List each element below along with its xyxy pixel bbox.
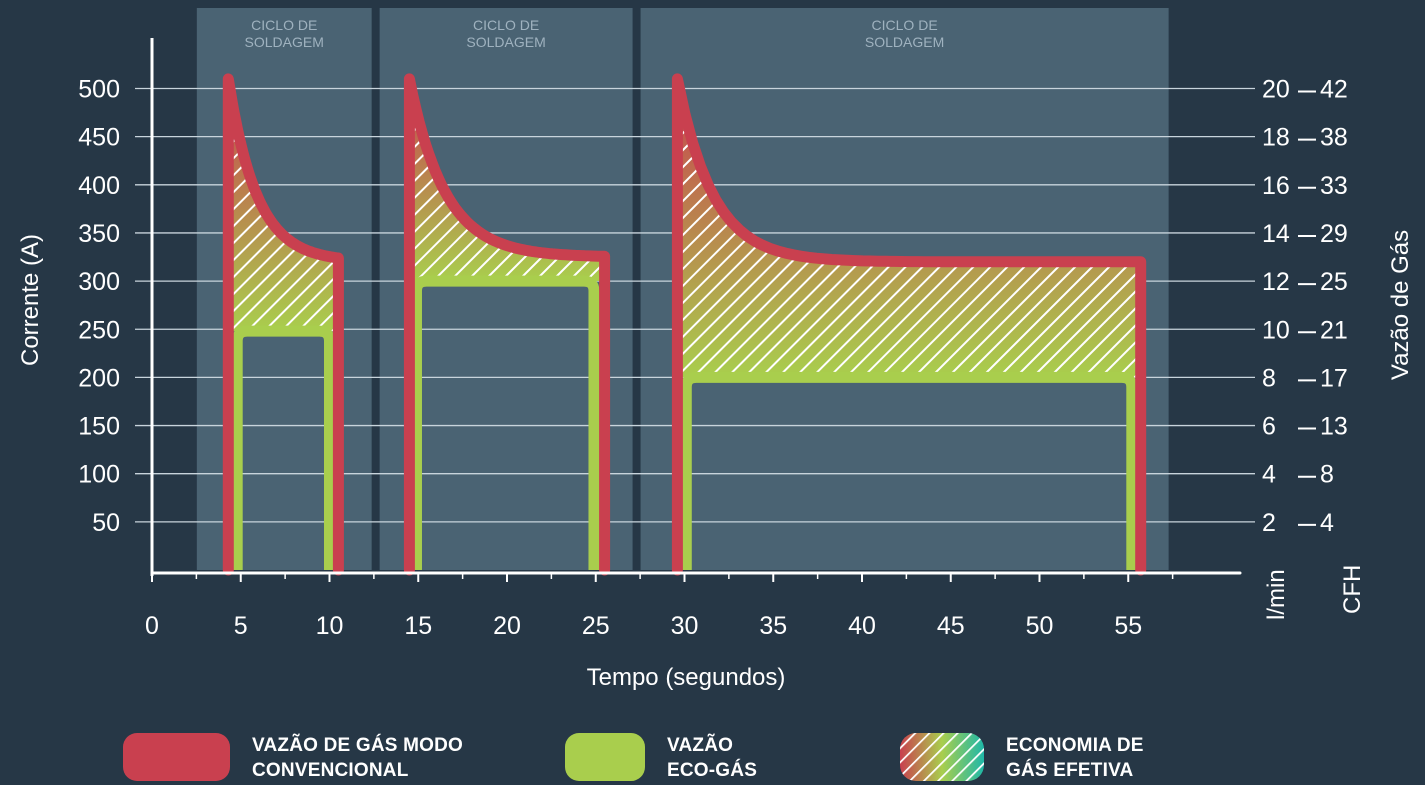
right-cfh-label: 8 (1320, 461, 1334, 489)
y-tick-label: 250 (78, 316, 120, 344)
y-tick-label: 350 (78, 220, 120, 248)
x-axis-title: Tempo (segundos) (587, 664, 786, 691)
y-tick-label: 50 (92, 509, 120, 537)
legend-label-eco-gas: VAZÃO ECO-GÁS (667, 735, 758, 781)
y-tick-label: 200 (78, 364, 120, 392)
right-cfh-label: 4 (1320, 509, 1334, 537)
right-cfh-label: 13 (1320, 413, 1348, 441)
y-tick-label: 150 (78, 413, 120, 441)
x-tick-label: 55 (1114, 612, 1142, 640)
right-lmin-label: 14 (1262, 220, 1290, 248)
x-tick-label: 5 (234, 612, 248, 640)
y-tick-label: 300 (78, 268, 120, 296)
legend-label-conventional: VAZÃO DE GÁS MODO CONVENCIONAL (252, 735, 463, 781)
cycle-label-line: SOLDAGEM (466, 34, 545, 50)
y-axis-title-right: Vazão de Gás (1387, 230, 1414, 380)
right-cfh-label: 29 (1320, 220, 1348, 248)
right-cfh-label: 42 (1320, 76, 1348, 104)
y-axis-title: Corrente (A) (17, 234, 44, 366)
legend-label-savings: ECONOMIA DE GÁS EFETIVA (1006, 735, 1144, 781)
y-tick-label: 100 (78, 461, 120, 489)
x-tick-label: 40 (848, 612, 876, 640)
cycle-label-line: SOLDAGEM (865, 34, 944, 50)
y-tick-label: 500 (78, 76, 120, 104)
x-tick-label: 50 (1026, 612, 1054, 640)
eco-gas-line (680, 371, 1138, 570)
right-lmin-label: 2 (1262, 509, 1276, 537)
right-cfh-label: 33 (1320, 172, 1348, 200)
right-cfh-label: 21 (1320, 316, 1348, 344)
right-lmin-label: 16 (1262, 172, 1290, 200)
cfh-unit-label: CFH (1339, 565, 1366, 614)
legend-item-savings: ECONOMIA DE GÁS EFETIVA (900, 733, 1266, 785)
eco-gas-line (410, 275, 600, 570)
right-lmin-label: 20 (1262, 76, 1290, 104)
legend-swatch-conventional (123, 733, 230, 781)
y-tick-label: 450 (78, 124, 120, 152)
x-tick-label: 45 (937, 612, 965, 640)
cycle-label-line: SOLDAGEM (245, 34, 324, 50)
x-tick-label: 35 (759, 612, 787, 640)
conventional-line (403, 73, 611, 576)
savings-hatch (677, 78, 1141, 378)
cycle-label-line: CICLO DE (473, 17, 539, 33)
right-cfh-label: 38 (1320, 124, 1348, 152)
conventional-line (671, 73, 1147, 576)
lmin-unit-label: l/min (1263, 569, 1290, 620)
eco-gas-line (231, 325, 335, 570)
x-tick-label: 20 (493, 612, 521, 640)
savings-hatch (228, 78, 339, 332)
x-tick-label: 15 (404, 612, 432, 640)
right-lmin-label: 6 (1262, 413, 1276, 441)
right-lmin-label: 18 (1262, 124, 1290, 152)
x-tick-label: 25 (582, 612, 610, 640)
right-lmin-label: 12 (1262, 268, 1290, 296)
legend-item-conventional: VAZÃO DE GÁS MODO CONVENCIONAL (123, 733, 512, 785)
legend-item-eco-gas: VAZÃO ECO-GÁS (565, 733, 927, 785)
right-lmin-label: 10 (1262, 316, 1290, 344)
right-cfh-label: 17 (1320, 364, 1348, 392)
cycle-label: CICLO DE SOLDAGEM (245, 17, 324, 50)
x-tick-label: 10 (316, 612, 344, 640)
cycle-label: CICLO DE SOLDAGEM (865, 17, 944, 50)
cycle-label-line: CICLO DE (251, 17, 317, 33)
right-cfh-label: 25 (1320, 268, 1348, 296)
legend-swatch-savings (900, 733, 984, 781)
cycle-label-line: CICLO DE (872, 17, 938, 33)
x-tick-label: 0 (145, 612, 159, 640)
x-tick-label: 30 (671, 612, 699, 640)
legend-swatch-eco-gas (565, 733, 645, 781)
savings-hatch (409, 78, 605, 282)
right-lmin-label: 8 (1262, 364, 1276, 392)
right-lmin-label: 4 (1262, 461, 1276, 489)
y-tick-label: 400 (78, 172, 120, 200)
cycle-label: CICLO DE SOLDAGEM (466, 17, 545, 50)
conventional-line (222, 73, 344, 576)
